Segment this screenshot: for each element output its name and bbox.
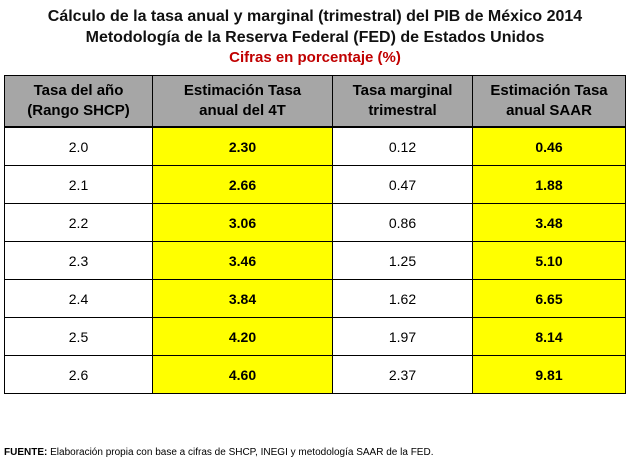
cell-estimacion-saar: 0.46 — [472, 126, 626, 166]
title-line-1: Cálculo de la tasa anual y marginal (tri… — [47, 8, 583, 25]
header-estimacion-saar: Estimación Tasa anual SAAR — [472, 75, 626, 128]
cell-estimacion-4t: 3.46 — [152, 241, 333, 280]
data-table: Tasa del año (Rango SHCP) Estimación Tasa… — [4, 75, 626, 394]
cell-estimacion-4t: 2.30 — [152, 126, 333, 166]
cell-estimacion-saar: 5.10 — [472, 241, 626, 280]
header-tasa-marginal: Tasa marginal trimestral — [332, 75, 473, 128]
cell-tasa-marginal: 0.86 — [332, 203, 473, 242]
table-row: 2.5 4.20 1.97 8.14 — [4, 317, 626, 356]
cell-estimacion-4t: 3.84 — [152, 279, 333, 318]
cell-estimacion-saar: 1.88 — [472, 165, 626, 204]
cell-estimacion-4t: 2.66 — [152, 165, 333, 204]
cell-tasa-anio: 2.6 — [4, 355, 153, 394]
cell-tasa-marginal: 0.47 — [332, 165, 473, 204]
cell-tasa-marginal: 1.25 — [332, 241, 473, 280]
cell-estimacion-4t: 4.20 — [152, 317, 333, 356]
table-row: 2.3 3.46 1.25 5.10 — [4, 241, 626, 280]
cell-estimacion-saar: 9.81 — [472, 355, 626, 394]
cell-tasa-marginal: 0.12 — [332, 126, 473, 166]
cell-tasa-anio: 2.3 — [4, 241, 153, 280]
source-label: FUENTE: — [4, 447, 48, 458]
cell-estimacion-4t: 4.60 — [152, 355, 333, 394]
cell-estimacion-saar: 8.14 — [472, 317, 626, 356]
cell-estimacion-saar: 3.48 — [472, 203, 626, 242]
units-subtitle: Cifras en porcentaje (%) — [229, 49, 401, 66]
header-row: Tasa del año (Rango SHCP) Estimación Tasa… — [4, 75, 626, 128]
table-row: 2.6 4.60 2.37 9.81 — [4, 355, 626, 394]
header-tasa-anio: Tasa del año (Rango SHCP) — [4, 75, 153, 128]
table-row: 2.4 3.84 1.62 6.65 — [4, 279, 626, 318]
cell-tasa-anio: 2.4 — [4, 279, 153, 318]
cell-tasa-anio: 2.2 — [4, 203, 153, 242]
source-note: FUENTE: Elaboración propia con base a ci… — [4, 447, 433, 458]
table-row: 2.1 2.66 0.47 1.88 — [4, 165, 626, 204]
cell-tasa-marginal: 1.62 — [332, 279, 473, 318]
header-estimacion-4t: Estimación Tasa anual del 4T — [152, 75, 333, 128]
table-row: 2.2 3.06 0.86 3.48 — [4, 203, 626, 242]
cell-tasa-anio: 2.0 — [4, 126, 153, 166]
cell-estimacion-4t: 3.06 — [152, 203, 333, 242]
table-row: 2.0 2.30 0.12 0.46 — [4, 126, 626, 166]
title-line-2: Metodología de la Reserva Federal (FED) … — [85, 29, 545, 46]
title-block: Cálculo de la tasa anual y marginal (tri… — [0, 0, 630, 68]
source-text: Elaboración propia con base a cifras de … — [47, 447, 434, 458]
cell-tasa-marginal: 1.97 — [332, 317, 473, 356]
cell-tasa-anio: 2.1 — [4, 165, 153, 204]
cell-tasa-marginal: 2.37 — [332, 355, 473, 394]
cell-tasa-anio: 2.5 — [4, 317, 153, 356]
cell-estimacion-saar: 6.65 — [472, 279, 626, 318]
